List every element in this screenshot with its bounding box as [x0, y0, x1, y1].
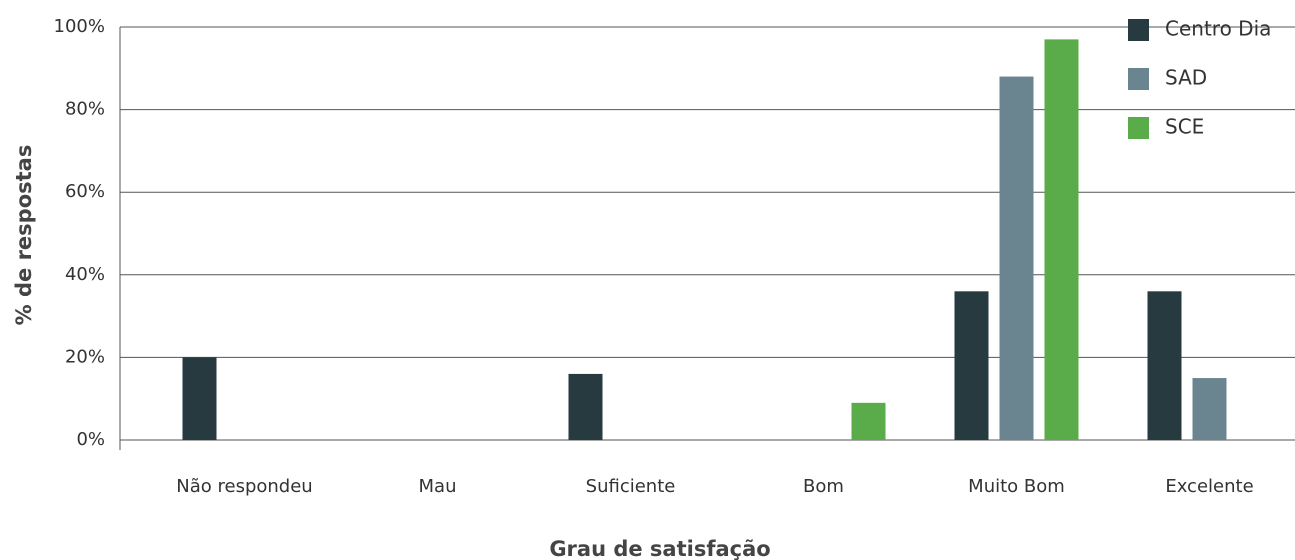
- y-tick-label: 80%: [65, 99, 105, 120]
- y-tick-label: 40%: [65, 264, 105, 285]
- bar: [1192, 378, 1227, 440]
- y-tick-label: 100%: [54, 16, 105, 37]
- x-tick-label: Suficiente: [586, 476, 676, 497]
- bar: [999, 76, 1034, 440]
- x-tick-label: Bom: [803, 476, 844, 497]
- y-tick-label: 60%: [65, 181, 105, 202]
- legend-label: Centro Dia: [1165, 17, 1271, 41]
- bar: [1044, 39, 1079, 440]
- legend-swatch: [1128, 117, 1149, 139]
- bar: [851, 402, 886, 440]
- y-axis-title: % de respostas: [12, 145, 36, 326]
- x-tick-label: Excelente: [1165, 476, 1253, 497]
- legend-swatch: [1128, 19, 1149, 41]
- x-tick-label: Não respondeu: [176, 476, 312, 497]
- bar: [568, 373, 603, 440]
- bar: [1147, 291, 1182, 440]
- legend-label: SCE: [1165, 115, 1204, 139]
- legend-swatch: [1128, 68, 1149, 90]
- x-tick-label: Mau: [419, 476, 457, 497]
- x-axis-title: Grau de satisfação: [549, 537, 770, 560]
- legend-label: SAD: [1165, 66, 1207, 90]
- y-tick-label: 20%: [65, 346, 105, 367]
- bar: [182, 357, 217, 440]
- y-tick-label: 0%: [76, 429, 105, 450]
- x-tick-label: Muito Bom: [968, 476, 1065, 497]
- bar: [954, 291, 989, 440]
